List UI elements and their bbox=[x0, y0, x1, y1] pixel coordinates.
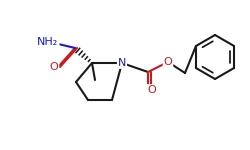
Text: N: N bbox=[118, 58, 126, 68]
Text: NH₂: NH₂ bbox=[38, 37, 58, 47]
Text: O: O bbox=[148, 85, 156, 95]
Text: O: O bbox=[50, 62, 58, 72]
Text: O: O bbox=[164, 57, 172, 67]
